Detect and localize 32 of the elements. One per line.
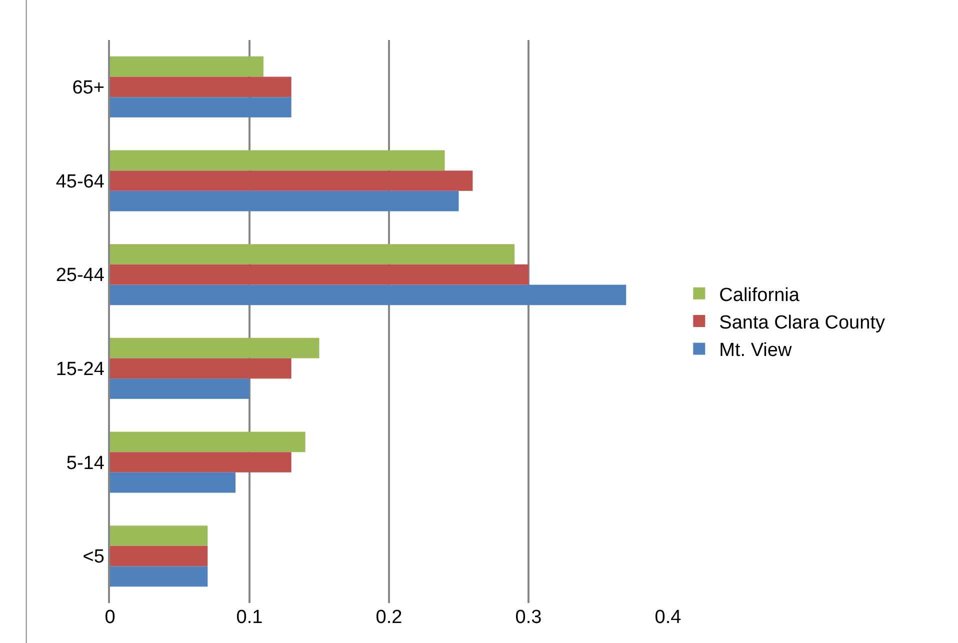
bar — [110, 244, 515, 264]
y-tick-label: 45-64 — [56, 171, 105, 192]
x-tick-label: 0.3 — [515, 607, 542, 628]
bar — [110, 56, 264, 77]
y-tick-label: 5-14 — [66, 452, 105, 474]
bar — [110, 546, 208, 566]
y-tick-label: 15-24 — [56, 359, 105, 380]
legend-label: California — [719, 284, 800, 306]
bar — [110, 432, 306, 452]
x-tick-label: 0.2 — [376, 607, 402, 628]
bar — [110, 338, 320, 358]
bar — [110, 170, 473, 191]
y-tick-label: 65+ — [72, 78, 104, 99]
bar — [110, 358, 292, 379]
y-tick-label: <5 — [82, 546, 104, 568]
bar — [110, 472, 236, 493]
x-tick-label: 0.1 — [236, 607, 263, 628]
bar — [110, 150, 445, 171]
bar — [110, 452, 292, 472]
bar — [110, 378, 250, 399]
x-tick-label: 0 — [104, 607, 116, 628]
bar — [110, 190, 459, 212]
bar — [110, 526, 208, 546]
y-tick-label: 25-44 — [56, 265, 105, 286]
bar — [110, 566, 208, 587]
bar — [110, 97, 292, 118]
bar — [110, 76, 292, 98]
x-tick-label: 0.4 — [654, 607, 682, 628]
bar — [110, 284, 626, 306]
legend-label: Santa Clara County — [719, 312, 886, 334]
bar — [110, 264, 528, 285]
legend-label: Mt. View — [719, 340, 792, 362]
